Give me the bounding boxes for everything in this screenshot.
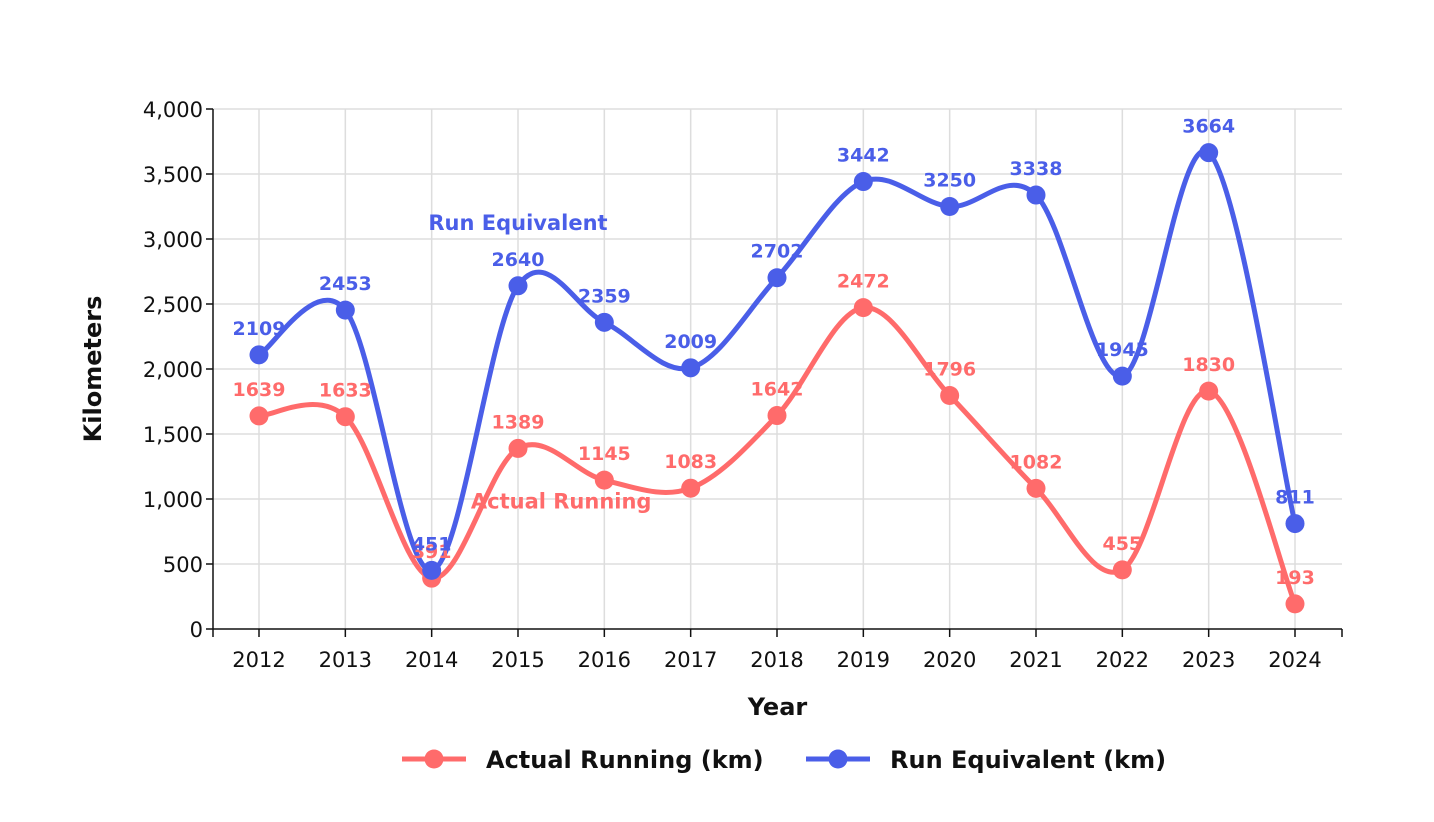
x-tick-label: 2019 (837, 648, 890, 672)
actual-running-point (1199, 381, 1219, 401)
actual-running-data-label: 1633 (319, 380, 372, 402)
grid-lines (213, 108, 1342, 629)
run-equivalent-point (767, 268, 787, 288)
run-equivalent-data-label: 1945 (1096, 339, 1149, 361)
y-tick-label: 2,500 (143, 293, 203, 317)
legend-item-actual-running[interactable]: Actual Running (km) (402, 746, 764, 774)
legend-marker (828, 749, 848, 769)
actual-running-point (335, 407, 355, 427)
y-tick-label: 2,000 (143, 358, 203, 382)
data-labels: 1639 1633 391 1389 1145 1083 1642 2472 1796 1082 4… (233, 116, 1315, 589)
actual-running-data-label: 1389 (492, 411, 545, 433)
run-equivalent-point (1026, 185, 1046, 205)
x-tick-label: 2016 (578, 648, 631, 672)
run-equivalent-data-label: 2359 (578, 285, 631, 307)
actual-running-data-label: 1796 (923, 359, 976, 381)
run-equivalent-data-label: 2702 (751, 241, 804, 263)
actual-running-point (594, 470, 614, 490)
actual-running-point (853, 298, 873, 318)
run-equivalent-data-label: 451 (412, 533, 452, 555)
actual-running-data-label: 1639 (233, 379, 286, 401)
actual-running-data-label: 391 (412, 541, 452, 563)
actual-running-point (681, 478, 701, 498)
actual-running-point (1026, 478, 1046, 498)
x-tick-label: 2014 (405, 648, 458, 672)
y-tick-label: 1,000 (143, 488, 203, 512)
actual-running-data-label: 193 (1275, 567, 1315, 589)
actual-running-data-label: 1083 (664, 451, 717, 473)
x-tick-label: 2017 (664, 648, 717, 672)
run-equivalent-data-label: 3442 (837, 145, 890, 167)
actual-running-data-label: 1642 (751, 379, 804, 401)
run-equivalent-point (249, 345, 269, 365)
actual-running-point (1285, 594, 1305, 614)
run-equivalent-data-label: 3250 (923, 170, 976, 192)
run-equivalent-point (335, 300, 355, 320)
run-equivalent-data-label: 811 (1275, 487, 1315, 509)
run-equivalent-point (853, 172, 873, 192)
run-equivalent-point (594, 312, 614, 332)
x-tick-label: 2020 (923, 648, 976, 672)
x-tick-label: 2022 (1096, 648, 1149, 672)
actual-running-point (940, 386, 960, 406)
legend[interactable]: Actual Running (km) Run Equivalent (km) (402, 746, 1166, 774)
x-tick-label: 2015 (491, 648, 544, 672)
actual-running-inline-label: Actual Running (471, 489, 652, 513)
x-tick-label: 2013 (319, 648, 372, 672)
x-tick-label: 2018 (750, 648, 803, 672)
actual-running-point (249, 406, 269, 426)
run-equivalent-point (1285, 514, 1305, 534)
actual-running-point (767, 406, 787, 426)
run-equivalent-data-label: 2453 (319, 273, 372, 295)
actual-running-data-label: 1082 (1010, 451, 1063, 473)
run-equivalent-point (508, 276, 528, 296)
actual-running-data-label: 1145 (578, 443, 631, 465)
legend-label: Actual Running (km) (486, 746, 764, 774)
y-axis-title: Kilometers (79, 296, 107, 443)
legend-label: Run Equivalent (km) (890, 746, 1166, 774)
y-tick-label: 1,500 (143, 423, 203, 447)
run-equivalent-point (681, 358, 701, 378)
run-equivalent-point (1112, 366, 1132, 386)
run-equivalent-data-label: 3664 (1182, 116, 1235, 138)
run-equivalent-data-label: 3338 (1010, 158, 1063, 180)
y-tick-label: 500 (163, 553, 203, 577)
axes: 0 500 1,000 1,500 2,000 2,500 3,000 3,500 4,000 2… (143, 98, 1343, 672)
run-equivalent-data-label: 2009 (664, 331, 717, 353)
legend-item-run-equivalent[interactable]: Run Equivalent (km) (806, 746, 1166, 774)
run-equivalent-inline-label: Run Equivalent (428, 211, 607, 235)
actual-running-data-label: 1830 (1182, 354, 1235, 376)
run-equivalent-point (1199, 143, 1219, 163)
x-tick-label: 2024 (1268, 648, 1321, 672)
x-tick-label: 2021 (1009, 648, 1062, 672)
x-tick-label: 2023 (1182, 648, 1235, 672)
series-lines (249, 143, 1305, 614)
actual-running-point (508, 438, 528, 458)
y-tick-label: 4,000 (143, 98, 203, 122)
y-tick-label: 3,000 (143, 228, 203, 252)
legend-marker (424, 749, 444, 769)
actual-running-point (1112, 560, 1132, 580)
actual-running-data-label: 2472 (837, 271, 890, 293)
x-axis-title: Year (747, 693, 808, 721)
run-equivalent-data-label: 2109 (233, 318, 286, 340)
run-equivalent-point (422, 560, 442, 580)
y-tick-label: 3,500 (143, 163, 203, 187)
y-tick-label: 0 (190, 618, 203, 642)
x-tick-label: 2012 (232, 648, 285, 672)
actual-running-data-label: 455 (1102, 533, 1142, 555)
run-equivalent-point (940, 197, 960, 216)
run-equivalent-data-label: 2640 (492, 249, 545, 271)
